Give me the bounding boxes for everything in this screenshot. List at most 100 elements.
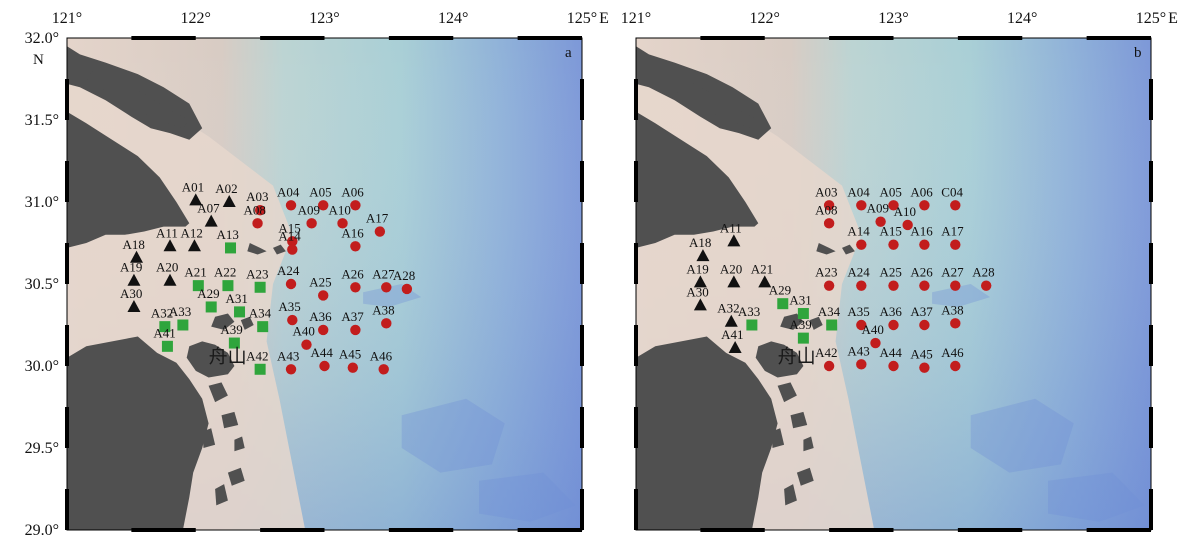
station-marker-circle [318,290,329,301]
station-marker-triangle [204,214,218,227]
station-marker-circle [919,200,930,211]
station-marker-triangle [130,250,144,263]
station-marker-circle [287,314,298,326]
land-area [273,244,286,255]
frame-scale-bar [634,407,638,448]
lon-tick-label: 121° [621,10,651,27]
panel-label: b [1134,45,1142,61]
station-label: A13 [217,227,239,242]
frame-scale-bar [700,36,765,40]
frame-scale-bar [65,325,69,366]
frame-scale-bar [260,36,325,40]
lon-tick-label: 122° [750,10,780,27]
station-marker-square [826,319,838,331]
station-label: A19 [120,260,142,275]
station-marker-circle [856,319,867,331]
station-label: A06 [341,184,364,199]
station-marker-circle [875,216,886,227]
frame-scale-bar [829,36,894,40]
station-label: A29 [197,286,219,301]
station-marker-circle [350,200,361,211]
station-label: A24 [277,263,300,278]
frame-scale-bar [957,528,1023,532]
station-label: A41 [721,327,743,342]
land-area [777,382,797,403]
station-marker-triangle [163,239,177,252]
station-label: A22 [214,265,236,280]
station-label: A34 [249,306,272,321]
station-marker-circle [350,324,361,336]
frame-scale-bar [1149,161,1153,202]
station-marker-circle [301,339,312,350]
station-label: A08 [815,202,837,217]
station-label: A03 [246,189,268,204]
station-marker-square [192,280,204,292]
land-area [67,111,190,248]
station-marker-triangle [758,275,772,288]
station-marker-square [254,281,266,293]
station-label: A38 [372,302,394,317]
frame-scale-bar [131,36,196,40]
station-label: A19 [686,261,708,276]
station-marker-circle [287,244,298,255]
station-label: A42 [246,348,268,363]
frame-scale-bar [580,325,584,366]
station-marker-square [177,319,189,331]
station-label: A27 [941,265,964,280]
station-label: A26 [341,266,364,281]
lon-tick-label: 125° [1136,10,1166,27]
station-label: A39 [789,317,811,332]
station-marker-circle [856,200,867,211]
station-marker-triangle [127,273,141,286]
station-label: A11 [720,220,742,235]
lon-tick-label: 123° [878,10,908,27]
station-marker-circle [285,364,297,375]
frame-scale-bar [1086,528,1151,532]
station-marker-triangle [728,340,742,353]
station-label: A28 [972,265,994,280]
station-marker-circle [374,226,386,237]
frame-scale-bar [634,79,638,120]
station-marker-square [228,337,240,349]
frame-scale-bar [65,407,69,448]
panel-b-station-labels: 舟山 b A03 A04 A05 A06 C04 A08 A09 A10 A11 A14 A15 A16 A… [686,45,1141,368]
station-marker-square [161,340,173,352]
land-area [202,428,216,448]
frame-scale-bar [65,79,69,120]
station-marker-circle [950,200,961,211]
station-label: A21 [751,261,773,276]
station-label: A03 [815,184,837,199]
frame-scale-bar [580,489,584,530]
land-area [86,70,190,129]
station-label: A42 [815,345,837,360]
axes-layer: 121° 122° 123° 124° 125° E 121° 122° 123° 124° 125… [25,10,1178,539]
station-marker-circle [252,218,263,229]
station-marker-circle [285,200,297,211]
land-area [803,436,814,452]
station-label: A18 [123,237,145,252]
lon-tick-label: 122° [181,10,211,27]
station-marker-circle [919,239,930,250]
lat-tick-label: 31.5° [25,112,59,129]
lat-tick-label: 31.0° [25,194,59,211]
frame-scale-bar [65,489,69,530]
station-label: A43 [847,343,869,358]
station-label: A46 [370,348,393,363]
land-area [247,243,267,255]
frame-scale-bar [517,528,582,532]
station-marker-circle [306,218,317,229]
station-marker-triangle [187,239,201,252]
station-marker-circle [823,280,835,291]
station-label: A45 [910,347,932,362]
panel-frames [65,36,1153,532]
station-label: A40 [861,322,883,337]
frame-scale-bar [388,36,454,40]
land-area [636,111,759,248]
station-label: A38 [941,302,963,317]
frame-scale-bar [1149,407,1153,448]
station-marker-circle [856,280,867,291]
station-label: A10 [329,202,351,217]
station-marker-circle [888,360,899,372]
lat-tick-label: 30.0° [25,358,59,375]
